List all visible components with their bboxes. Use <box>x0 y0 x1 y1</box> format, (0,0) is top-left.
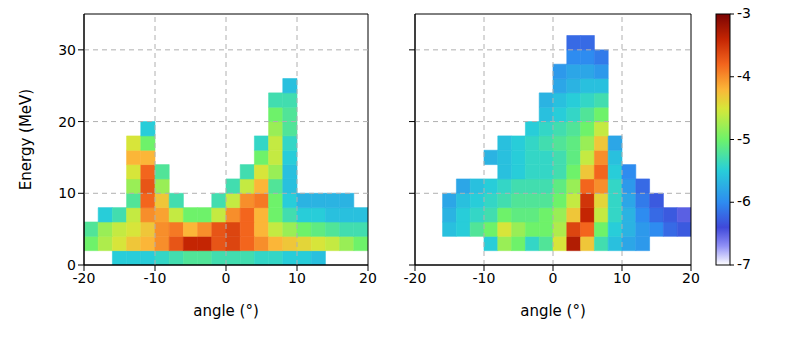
svg-text:10: 10 <box>58 185 76 201</box>
svg-text:-4: -4 <box>737 68 751 84</box>
svg-text:-20: -20 <box>72 269 96 286</box>
svg-text:10: 10 <box>613 270 631 286</box>
svg-text:-5: -5 <box>737 131 751 147</box>
svg-text:angle (°): angle (°) <box>193 302 259 320</box>
svg-text:-3: -3 <box>737 5 751 21</box>
svg-text:-10: -10 <box>473 270 496 286</box>
svg-text:-10: -10 <box>144 270 167 286</box>
svg-text:-6: -6 <box>737 193 751 209</box>
svg-text:0: 0 <box>67 257 76 273</box>
svg-text:-20: -20 <box>404 270 427 286</box>
svg-text:10: 10 <box>288 270 306 286</box>
svg-text:20: 20 <box>682 270 700 286</box>
svg-text:0: 0 <box>549 270 558 286</box>
svg-text:0: 0 <box>222 270 231 286</box>
svg-text:20: 20 <box>359 270 377 286</box>
svg-text:20: 20 <box>58 114 76 130</box>
svg-text:-7: -7 <box>737 256 751 272</box>
svg-text:30: 30 <box>58 42 76 58</box>
svg-text:angle (°): angle (°) <box>520 302 586 320</box>
svg-text:Energy (MeV): Energy (MeV) <box>17 89 35 190</box>
